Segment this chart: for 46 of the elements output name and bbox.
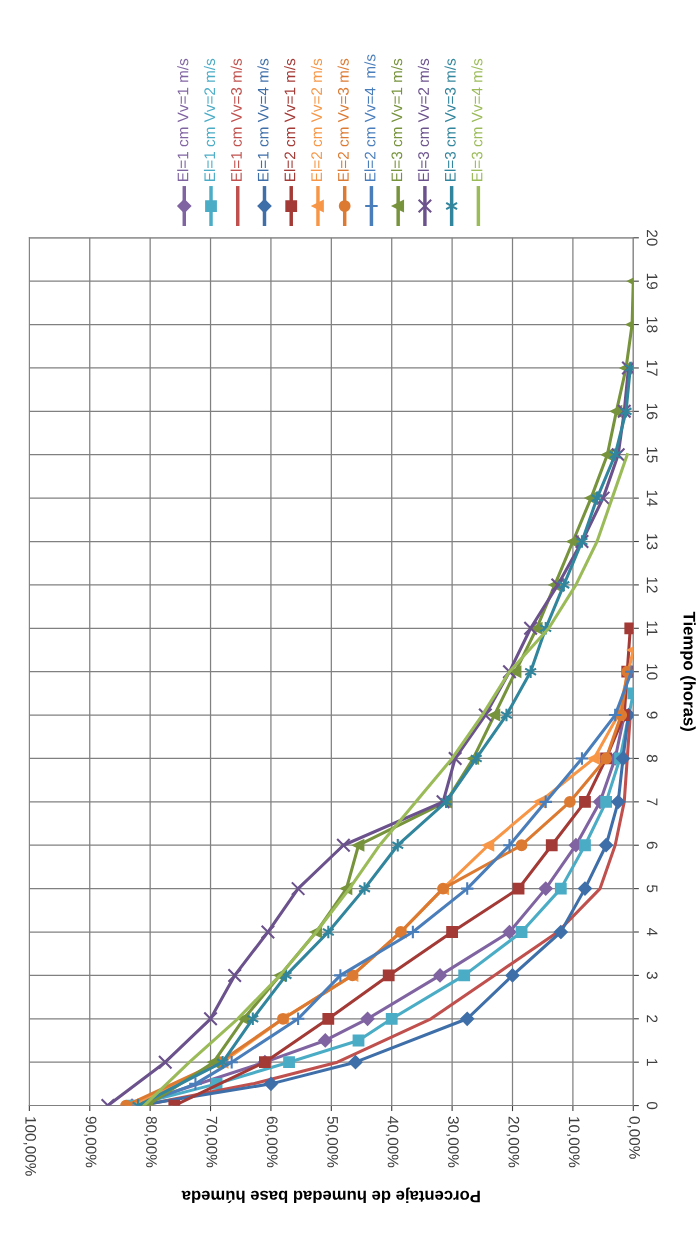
y-tick-label: 0 [646,1101,658,1110]
x-tick-label: 0,00% [627,1116,641,1159]
x-tick-label: 90,00% [83,1116,97,1168]
text: El=2 cm Vv=3 m/s [337,58,349,181]
x-tick-label: 50,00% [325,1116,339,1168]
y-tick-label: 9 [646,711,658,719]
x-tick-label: 20,00% [506,1116,520,1168]
x-tick-label: 40,00% [385,1116,399,1168]
y-tick-label: 7 [646,798,658,806]
y-tick-label: 5 [646,884,658,893]
text: El=2 cm Vv=1 m/s [284,58,296,181]
y-tick-label: 4 [646,928,658,936]
text: El=1 cm Vv=3 m/s [230,58,242,181]
y-tick-label: 13 [646,534,658,550]
y-tick-label: 18 [646,317,658,333]
x-tick-label: 80,00% [144,1116,157,1168]
y-tick-label: 11 [646,621,658,636]
text: El=1 cm Vv=4 m/s [257,58,269,181]
x-tick-label: 10,00% [566,1117,580,1168]
y-tick-label: 6 [646,841,658,849]
y-tick-label: 1 [646,1059,658,1066]
x-tick-label: 70,00% [204,1116,218,1168]
y-tick-label: 2 [646,1015,658,1023]
text: El=3 cm Vv=3 m/s [444,58,456,181]
y-tick-label: 10 [646,664,658,680]
text: El=3 cm Vv=2 m/s [417,58,429,181]
x-tick-label: 100,00% [23,1117,37,1176]
y-tick-label: 15 [646,447,658,463]
x-tick-label: 30,00% [446,1116,459,1168]
text: El=3 cm Vv=4 m/s [471,58,483,181]
text: El=1 cm Vv=1 m/s [177,58,189,181]
y-axis-title: Tiempo (horas) [680,611,696,731]
y-tick-label: 3 [646,971,658,979]
y-tick-label: 17 [646,360,658,376]
text: El=3 cm Vv=1 m/s [391,58,403,181]
y-tick-label: 12 [646,577,658,593]
text: El=2 cm Vv=4 m/s [364,54,376,181]
x-tick-label: 60,00% [265,1116,278,1168]
text: El=1 cm Vv=2 m/s [203,58,216,181]
y-tick-label: 14 [646,490,658,507]
y-tick-label: 20 [646,230,658,246]
text: El=2 cm Vv=2 m/s [310,58,323,181]
y-tick-label: 19 [646,273,658,289]
x-axis-title: Porcentaje de humedad base húmeda [181,1187,480,1204]
y-tick-label: 8 [646,754,658,763]
y-tick-label: 16 [646,404,658,420]
